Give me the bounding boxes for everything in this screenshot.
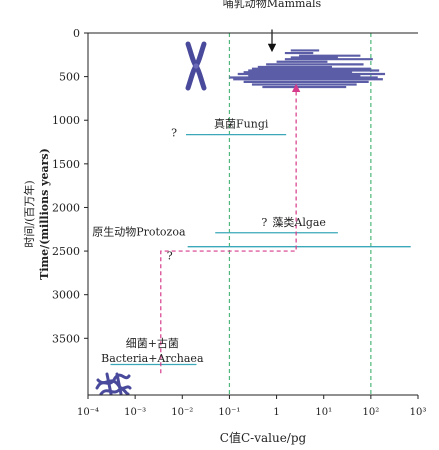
x-tick-label: 10³ (410, 407, 427, 418)
y-tick-label: 2500 (52, 245, 80, 258)
mammals-label: 哺乳动物Mammals (223, 0, 322, 10)
series-labels: 哺乳动物Mammals 真菌Fungi? 藻类Algae? 原生动物Protozoa?… (92, 0, 326, 365)
chromosome-icon (185, 41, 207, 91)
query-mark: ? (171, 127, 177, 140)
axes: 0 500 1000 1500 2000 2500 3000 3500 10⁻⁴ 10⁻³ 10⁻²… (22, 27, 426, 445)
x-tick-label: 10² (362, 407, 379, 418)
x-axis-label: C值C-value/pg (220, 430, 307, 445)
y-axis-label-cn: 时间/(百万年) (22, 180, 36, 247)
organism-icons (95, 41, 207, 396)
bacteria-archaea-label-cn: 细菌+古菌 (126, 337, 179, 350)
fungi-label: 真菌Fungi (214, 117, 269, 131)
y-axis-label-en: Time/(millions years) (38, 148, 51, 280)
x-tick-label: 10⁻² (171, 407, 193, 418)
y-tick-label: 1000 (52, 114, 80, 127)
query-mark: ? (261, 216, 267, 229)
y-tick-label: 500 (59, 71, 80, 84)
y-tick-label: 1500 (52, 158, 80, 171)
y-tick-label: 2000 (52, 201, 80, 214)
x-tick-label: 10⁻¹ (218, 407, 240, 418)
y-tick-label: 3000 (52, 289, 80, 302)
y-tick-label: 3500 (52, 332, 80, 345)
bacteria-cluster-icon (95, 372, 132, 396)
x-tick-label: 10⁻⁴ (77, 407, 99, 418)
evolution-path-arrow (160, 83, 301, 374)
y-axis-label: 时间/(百万年) Time/(millions years) (22, 148, 51, 280)
series-bars (110, 49, 411, 366)
x-tick-label: 10⁻³ (124, 407, 146, 418)
algae-label: 藻类Algae (272, 215, 326, 229)
reference-lines (228, 33, 372, 395)
query-mark: ? (167, 250, 173, 263)
x-tick-label: 1 (273, 407, 279, 418)
protozoa-label: 原生动物Protozoa (92, 224, 186, 238)
x-tick-label: 10¹ (315, 407, 332, 418)
bacteria-archaea-label-en: Bacteria+Archaea (101, 352, 204, 365)
y-tick-label: 0 (73, 27, 80, 40)
